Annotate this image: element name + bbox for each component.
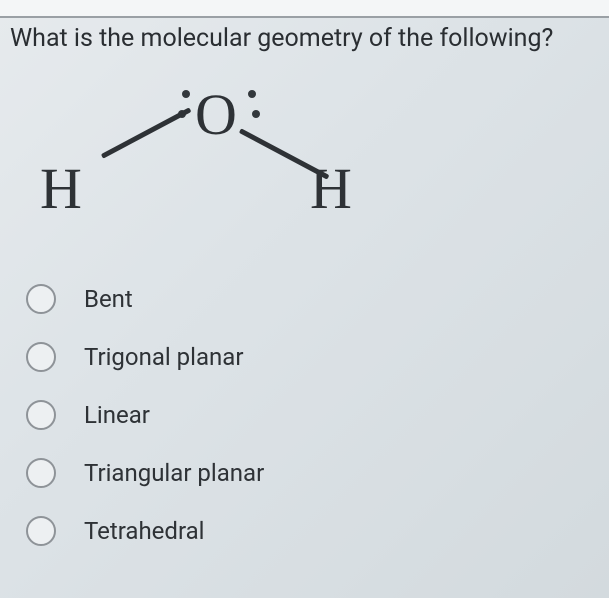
lone-pair-dot bbox=[252, 110, 260, 118]
radio-icon[interactable] bbox=[26, 458, 56, 488]
radio-icon[interactable] bbox=[26, 342, 56, 372]
option-label: Linear bbox=[84, 401, 150, 429]
radio-icon[interactable] bbox=[26, 400, 56, 430]
option-tetrahedral[interactable]: Tetrahedral bbox=[26, 502, 589, 560]
question-text: What is the molecular geometry of the fo… bbox=[6, 18, 603, 59]
option-trigonal-planar[interactable]: Trigonal planar bbox=[26, 328, 589, 386]
option-label: Bent bbox=[84, 285, 133, 313]
center-atom: O bbox=[195, 86, 237, 144]
left-atom: H bbox=[40, 160, 82, 218]
option-bent[interactable]: Bent bbox=[26, 270, 589, 328]
page-top-edge bbox=[0, 0, 609, 18]
option-label: Trigonal planar bbox=[84, 343, 243, 371]
bond-left bbox=[101, 107, 192, 158]
option-label: Tetrahedral bbox=[84, 517, 205, 545]
option-label: Triangular planar bbox=[84, 459, 264, 487]
lone-pair-dot bbox=[182, 90, 190, 98]
option-triangular-planar[interactable]: Triangular planar bbox=[26, 444, 589, 502]
radio-icon[interactable] bbox=[26, 284, 56, 314]
option-linear[interactable]: Linear bbox=[26, 386, 589, 444]
options-group: Bent Trigonal planar Linear Triangular p… bbox=[26, 270, 589, 560]
molecule-diagram: O H H bbox=[40, 72, 400, 232]
radio-icon[interactable] bbox=[26, 516, 56, 546]
lone-pair-dot bbox=[248, 90, 256, 98]
right-atom: H bbox=[310, 160, 352, 218]
